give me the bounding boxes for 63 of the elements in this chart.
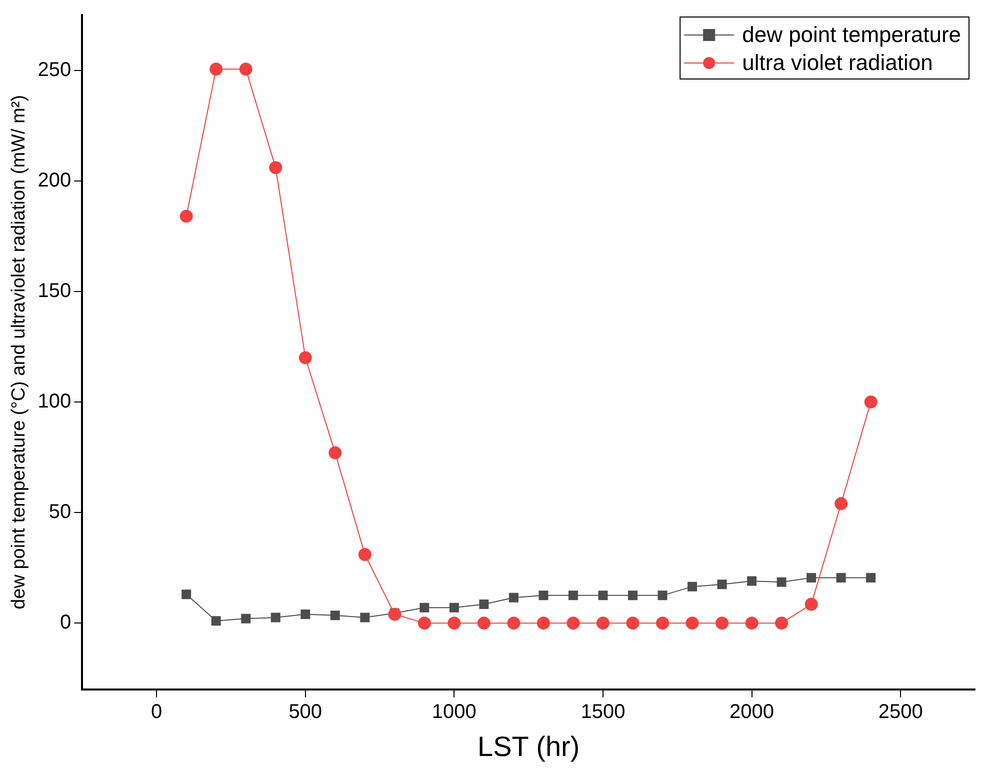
- point: [628, 590, 638, 600]
- y-tick-label: 200: [38, 169, 72, 192]
- point: [656, 616, 670, 630]
- point: [507, 616, 520, 630]
- point: [449, 602, 459, 612]
- point: [598, 590, 608, 600]
- point: [596, 616, 610, 630]
- x-tick-label: 1000: [432, 700, 476, 723]
- x-tick-label: 2000: [730, 700, 774, 723]
- point: [747, 576, 757, 586]
- point: [479, 600, 489, 610]
- point: [269, 161, 282, 174]
- point: [210, 62, 223, 76]
- point: [716, 616, 729, 630]
- y-tick-label: 50: [48, 501, 72, 524]
- point: [866, 572, 876, 582]
- point: [806, 572, 816, 582]
- y-tick-label: 0: [60, 612, 72, 634]
- point: [180, 210, 193, 223]
- point: [536, 616, 550, 630]
- y-tick-label: 250: [38, 58, 72, 81]
- point: [477, 616, 490, 630]
- point: [834, 497, 848, 510]
- x-tick-label: 500: [288, 700, 322, 723]
- y-tick-label: 150: [38, 280, 72, 302]
- x-tick-label: 2500: [878, 700, 923, 723]
- point: [241, 614, 251, 624]
- x-tick-label: 1500: [580, 700, 626, 723]
- point: [330, 610, 340, 620]
- point: [776, 577, 786, 587]
- point: [745, 616, 758, 630]
- point: [298, 351, 312, 364]
- legend-label: dew point temperature: [742, 22, 961, 48]
- point: [448, 616, 461, 630]
- legend-label: ultra violet radiation: [742, 50, 933, 76]
- point: [836, 572, 846, 582]
- point: [300, 609, 310, 619]
- point: [686, 616, 699, 630]
- point: [538, 590, 548, 600]
- point: [388, 608, 402, 621]
- point: [508, 592, 518, 602]
- point: [566, 616, 580, 630]
- point: [418, 616, 431, 630]
- point: [270, 612, 280, 622]
- point: [182, 590, 192, 600]
- y-axis-title: dew point temperature (°C) and ultraviolet radiation (mW/ m²): [8, 94, 30, 610]
- point: [420, 602, 430, 612]
- point: [328, 446, 342, 460]
- point: [358, 548, 372, 562]
- point: [717, 580, 727, 590]
- x-tick-label: 0: [151, 700, 162, 723]
- x-axis-title: LST (hr): [478, 730, 580, 762]
- y-tick-label: 100: [38, 390, 72, 412]
- point: [239, 62, 252, 76]
- point: [775, 616, 788, 630]
- point: [658, 590, 668, 600]
- point: [568, 590, 578, 600]
- point: [360, 612, 370, 622]
- point: [211, 616, 221, 626]
- point: [688, 582, 698, 592]
- point: [626, 616, 640, 630]
- point: [804, 598, 818, 611]
- point: [864, 395, 878, 408]
